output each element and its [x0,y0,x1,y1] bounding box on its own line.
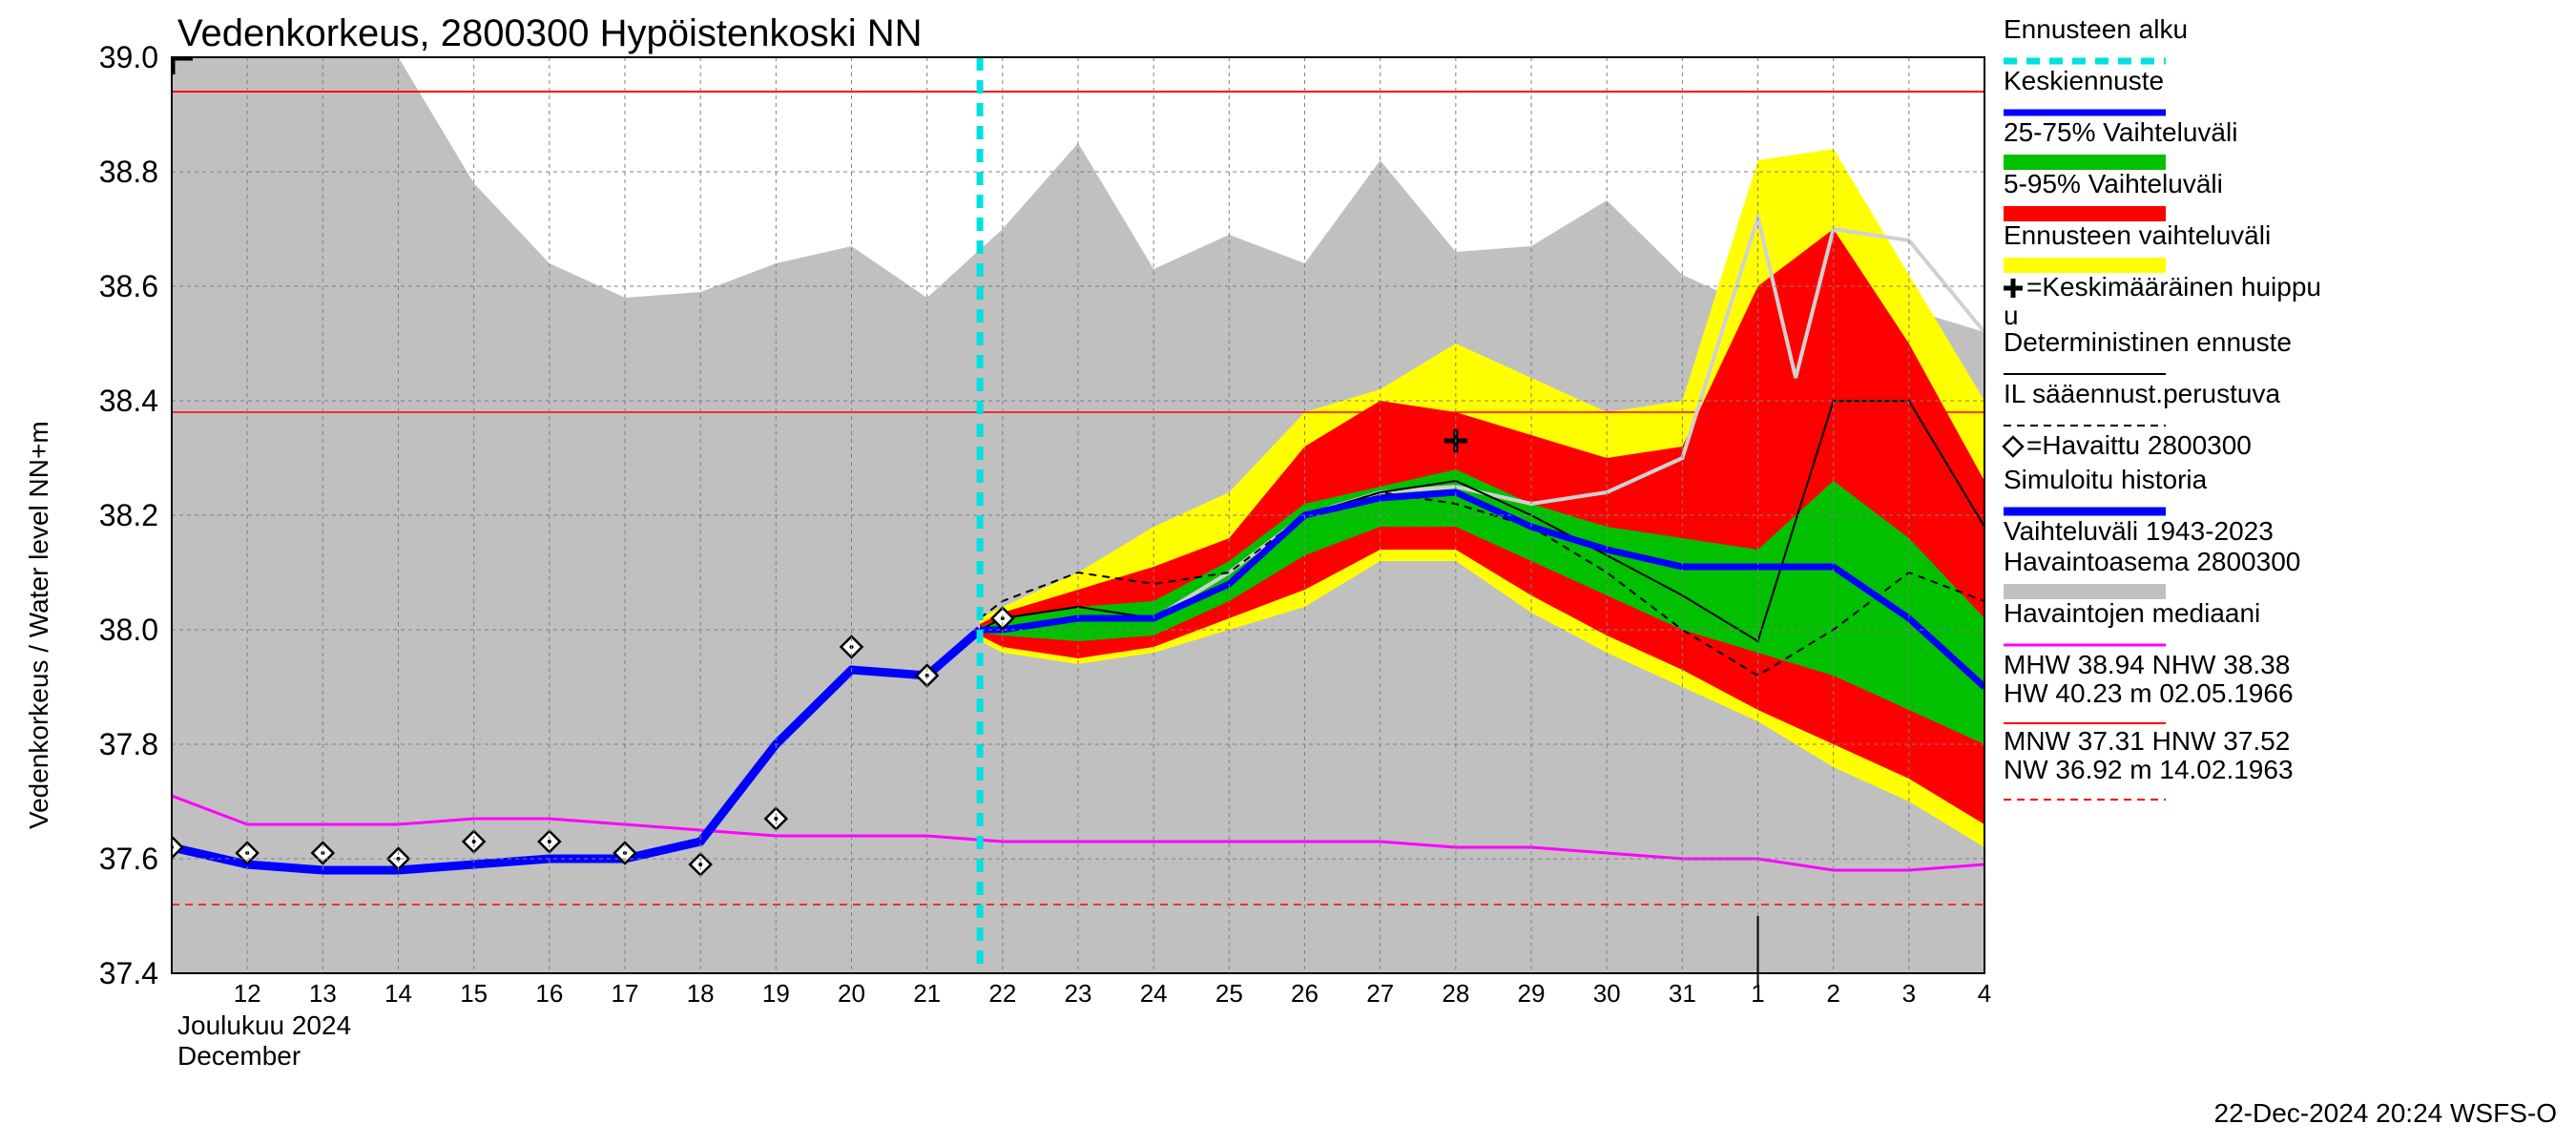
x-axis-label-2: December [177,1041,301,1071]
y-tick-label: 38.4 [99,384,158,418]
x-tick-label: 21 [913,979,941,1008]
x-tick-label: 19 [762,979,790,1008]
legend-label: Havaintojen mediaani [2004,598,2260,628]
x-tick-label: 26 [1291,979,1319,1008]
x-tick-label: 30 [1593,979,1621,1008]
legend-label: 5-95% Vaihteluväli [2004,169,2223,198]
y-tick-label: 38.0 [99,613,158,647]
legend-label: Deterministinen ennuste [2004,327,2292,357]
legend-label: Havaintoasema 2800300 [2004,547,2300,576]
x-tick-label: 22 [988,979,1016,1008]
x-tick-label: 16 [535,979,563,1008]
x-tick-label: 17 [612,979,639,1008]
y-tick-label: 37.4 [99,956,158,990]
legend-label: MHW 38.94 NHW 38.38 [2004,650,2290,679]
x-tick-label: 29 [1518,979,1546,1008]
x-axis-label-1: Joulukuu 2024 [177,1010,351,1040]
x-tick-label: 13 [309,979,337,1008]
x-tick-label: 2 [1826,979,1839,1008]
legend-label: IL sääennust.perustuva [2004,379,2280,408]
x-tick-label: 1 [1751,979,1764,1008]
legend-label: =Keskimääräinen huippu [2026,272,2321,302]
forecast-chart: 37.4 37.6 37.8 38.0 38.2 38.4 38.6 38.8 39.0 Vede… [0,0,2576,1145]
x-tick-label: 28 [1442,979,1469,1008]
y-axis-label: Vedenkorkeus / Water level NN+m [24,421,53,829]
legend-label: u [2004,301,2019,330]
x-tick-label: 14 [384,979,412,1008]
legend-label: MNW 37.31 HNW 37.52 [2004,726,2290,756]
x-tick-label: 20 [838,979,865,1008]
y-tick-label: 39.0 [99,40,158,74]
legend-label: Simuloitu historia [2004,465,2208,494]
legend-label: Ennusteen alku [2004,14,2188,44]
x-tick-label: 3 [1902,979,1916,1008]
y-tick-label: 37.6 [99,842,158,876]
chart-title: Vedenkorkeus, 2800300 Hypöistenkoski NN [177,12,922,54]
legend-label: =Havaittu 2800300 [2026,430,2252,460]
legend-label: HW 40.23 m 02.05.1966 [2004,678,2294,708]
legend-label: NW 36.92 m 14.02.1963 [2004,755,2294,784]
x-tick-label: 18 [687,979,715,1008]
x-tick-label: 27 [1366,979,1394,1008]
y-tick-label: 38.6 [99,269,158,303]
x-tick-label: 12 [234,979,261,1008]
y-tick-label: 38.2 [99,498,158,532]
legend-label: Ennusteen vaihteluväli [2004,220,2271,250]
y-tick-label: 38.8 [99,155,158,189]
chart-footer: 22-Dec-2024 20:24 WSFS-O [2214,1098,2558,1128]
legend-label: Keskiennuste [2004,66,2164,95]
x-tick-label: 23 [1065,979,1092,1008]
x-tick-label: 4 [1978,979,1991,1008]
legend-label: Vaihteluväli 1943-2023 [2004,516,2274,546]
x-tick-label: 25 [1215,979,1243,1008]
y-tick-label: 37.8 [99,727,158,761]
legend-label: 25-75% Vaihteluväli [2004,117,2237,147]
x-tick-label: 24 [1140,979,1168,1008]
x-tick-label: 31 [1669,979,1696,1008]
chart-container: 37.4 37.6 37.8 38.0 38.2 38.4 38.6 38.8 39.0 Vede… [0,0,2576,1145]
x-tick-label: 15 [460,979,488,1008]
